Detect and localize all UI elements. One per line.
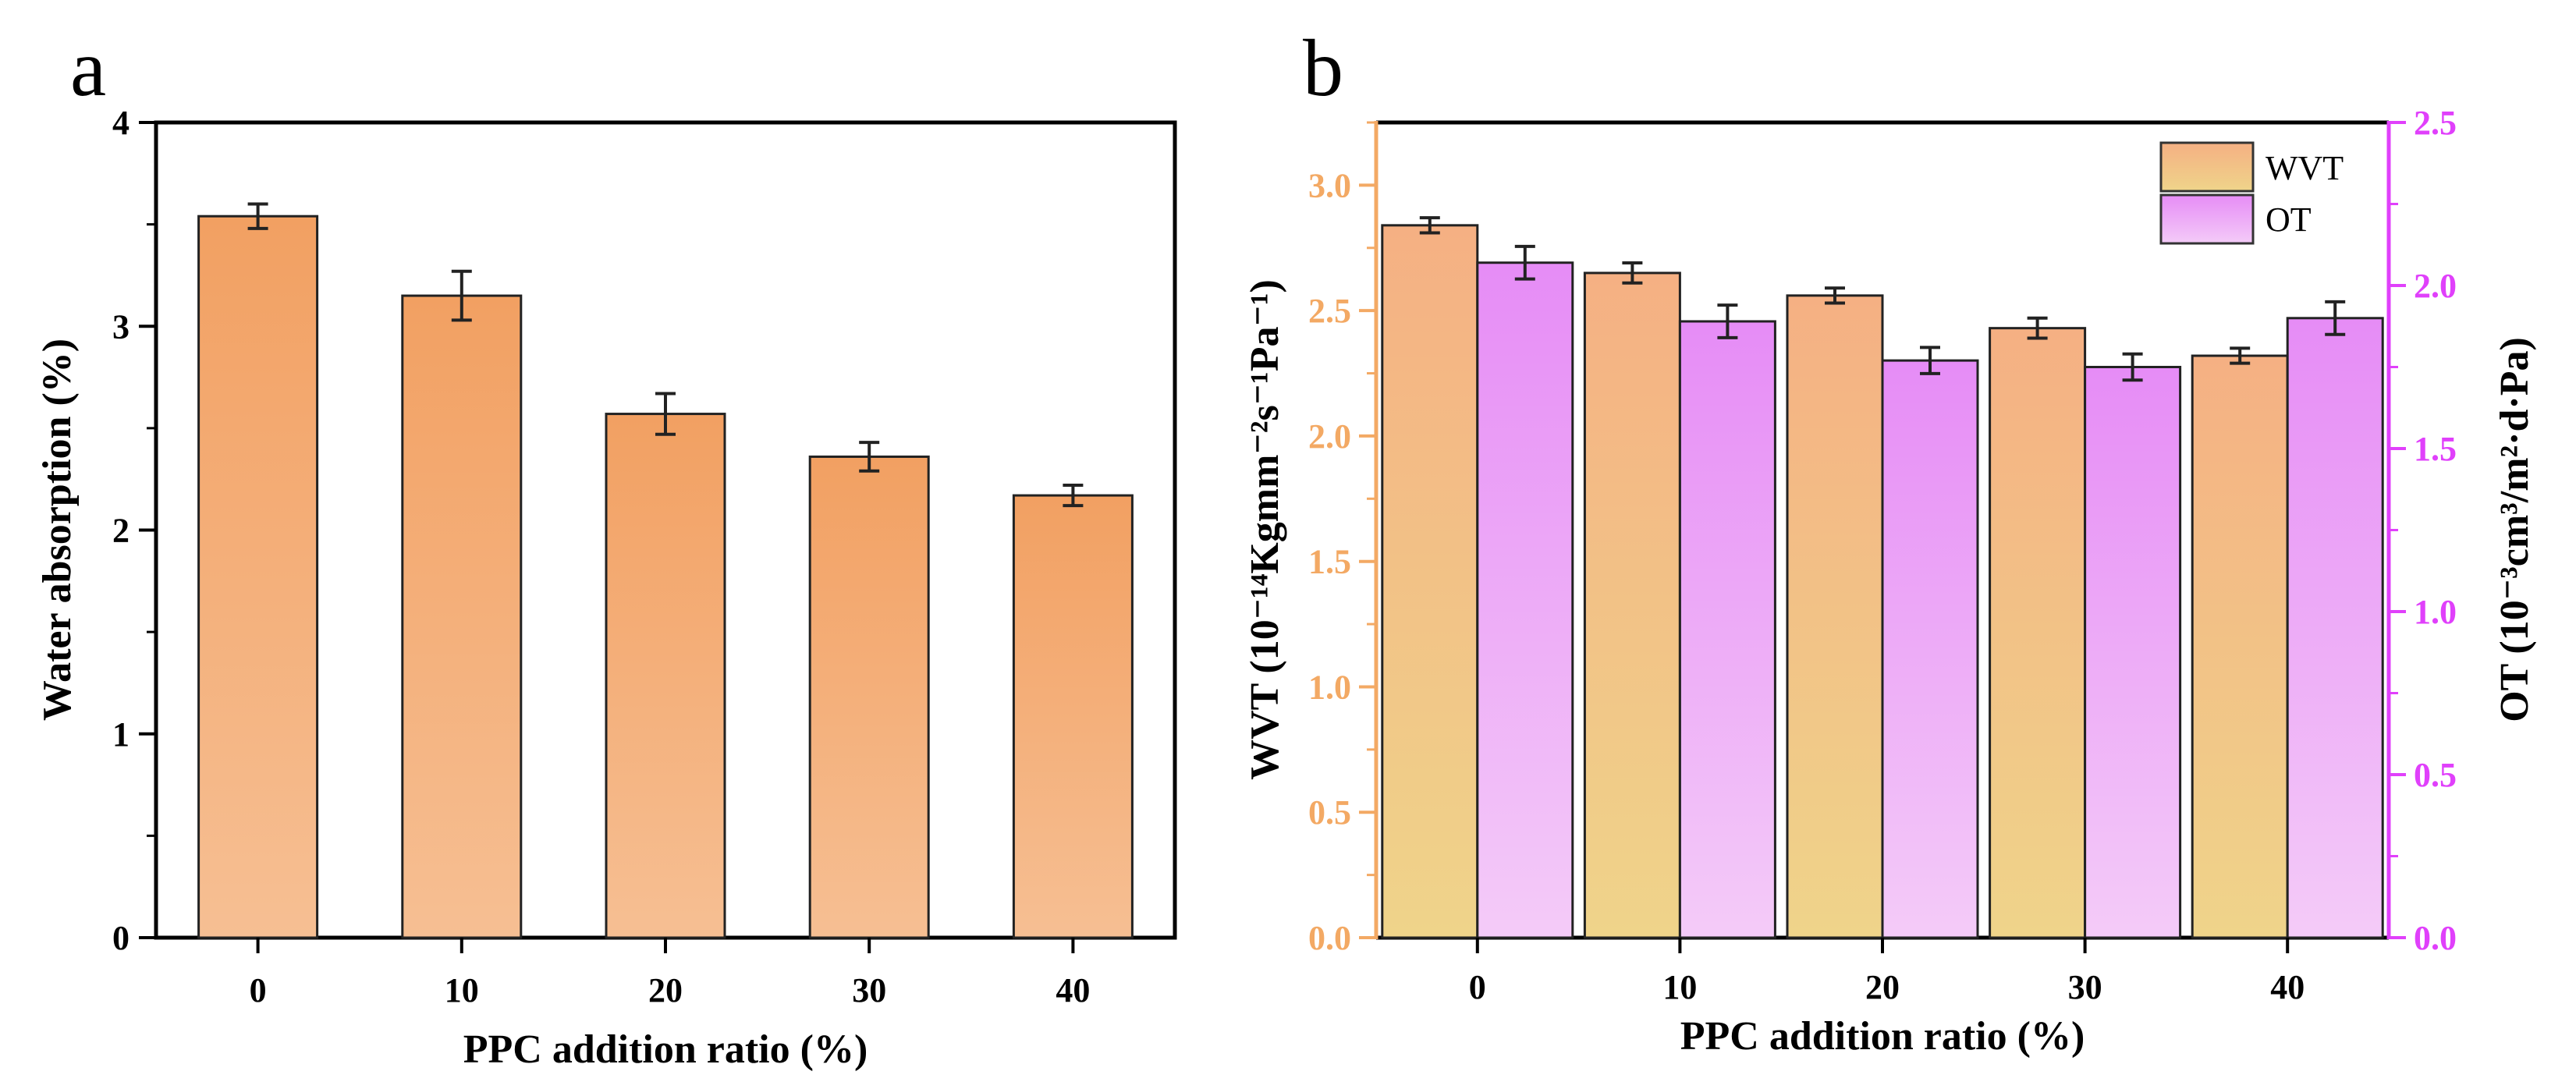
panel-b-right-y-tick-label: 0.5: [2414, 756, 2457, 794]
panel-a-bar: [808, 455, 930, 939]
panel-a-bar: [401, 294, 523, 939]
panel-b-left-y-tick-label: 0.5: [1308, 793, 1351, 832]
panel-a-error-bar: [247, 202, 268, 230]
panel-b-wvt-bar: [1381, 224, 1479, 939]
panel-b-wvt-error-bar: [2230, 346, 2251, 365]
panel-b-ot-bar: [1476, 261, 1574, 939]
panel-a-x-tick-label: 20: [648, 971, 683, 1009]
panel-a-y-axis: 0 1 2 3 4: [112, 104, 156, 957]
legend-wvt-swatch: [2159, 141, 2255, 193]
panel-a-x-axis: 0 10 20 30 40: [250, 938, 1090, 1009]
panel-b-x-tick-label: 0: [1469, 968, 1486, 1006]
panel-b-x-tick-label: 30: [2068, 968, 2102, 1006]
panel-a-y-tick-label: 3: [112, 307, 130, 346]
panel-b-wvt-bar: [1583, 271, 1681, 939]
panel-a-letter: a: [70, 23, 106, 113]
panel-a-error-bar: [859, 441, 880, 473]
panel-b-wvt-error-bar: [2027, 316, 2048, 340]
panel-a-y-tick-label: 2: [112, 512, 130, 550]
panel-b-ot-error-bar: [1717, 303, 1738, 339]
panel-b-right-y-axis-label: OT (10⁻³cm³/m²·d·Pa): [2493, 337, 2537, 722]
panel-a-bar: [197, 215, 319, 939]
panel-b-x-axis-label: PPC addition ratio (%): [1680, 1014, 2085, 1059]
panel-b-left-y-tick-label: 1.0: [1308, 668, 1351, 706]
panel-b-left-y-tick-label: 3.0: [1308, 166, 1351, 204]
panel-b-letter: b: [1303, 23, 1343, 113]
panel-a-x-tick-label: 40: [1056, 971, 1090, 1009]
panel-b-left-y-tick-label: 2.5: [1308, 292, 1351, 330]
panel-b-ot-error-bar: [2122, 352, 2143, 382]
panel-b-legend: WVT OT: [2159, 141, 2344, 245]
panel-a-bars: [197, 202, 1134, 939]
panel-a-x-tick-label: 30: [852, 971, 886, 1009]
panel-a-y-axis-label: Water absorption (%): [35, 339, 80, 721]
panel-b-wvt-bar: [1786, 294, 1884, 939]
panel-b-right-y-tick-label: 1.0: [2414, 593, 2457, 631]
panel-b-wvt-error-bar: [1622, 261, 1643, 285]
panel-a-error-bar: [451, 269, 472, 322]
panel-b-right-y-tick-label: 2.0: [2414, 267, 2457, 305]
panel-b-ot-bar: [2084, 366, 2182, 939]
panel-b-right-y-axis: 0.0 0.5 1.0 1.5 2.0 2.5: [2389, 104, 2457, 957]
panel-a-y-tick-label: 0: [112, 919, 130, 957]
panel-a-y-tick-label: 4: [112, 104, 130, 142]
panel-a-bar: [1012, 494, 1134, 939]
panel-a-chart: 0 1 2 3 4 0 10 20 30 40 PPC addition ratio (%) W…: [35, 104, 1177, 1072]
panel-b-ot-error-bar: [1514, 244, 1535, 281]
panel-a-error-bar: [1063, 484, 1084, 508]
panel-b-bars: [1381, 216, 2384, 939]
panel-b-x-tick-label: 40: [2270, 968, 2305, 1006]
panel-a-x-tick-label: 0: [250, 971, 267, 1009]
panel-b-wvt-error-bar: [1825, 286, 1845, 305]
legend-ot-label: OT: [2266, 200, 2312, 239]
panel-b-left-y-tick-label: 1.5: [1308, 543, 1351, 581]
panel-b-right-y-tick-label: 1.5: [2414, 430, 2457, 468]
panel-a-error-bar: [655, 392, 676, 436]
panel-a-y-tick-label: 1: [112, 715, 130, 754]
panel-b-ot-error-bar: [2325, 300, 2346, 336]
panel-b-x-tick-label: 10: [1662, 968, 1697, 1006]
legend-ot-swatch: [2159, 193, 2255, 245]
panel-b-ot-bar: [1678, 320, 1776, 939]
panel-b-wvt-bar: [2191, 354, 2289, 939]
panel-b-left-y-axis-label: WVT (10⁻¹⁴Kgmm⁻²s⁻¹Pa⁻¹): [1243, 279, 1287, 780]
panel-b-left-y-tick-label: 0.0: [1308, 919, 1351, 957]
panel-b-x-tick-label: 20: [1865, 968, 1900, 1006]
panel-b-x-axis: 0 10 20 30 40: [1469, 938, 2305, 1006]
panel-a-x-axis-label: PPC addition ratio (%): [463, 1027, 868, 1072]
panel-b-chart: 0.0 0.5 1.0 1.5 2.0 2.5 3.0 0.0 0.5 1.0 1.5 2.0 2.5…: [1243, 104, 2537, 1059]
panel-b-left-y-axis: 0.0 0.5 1.0 1.5 2.0 2.5 3.0: [1308, 121, 1376, 957]
panel-b-ot-error-bar: [1920, 346, 1940, 375]
panel-b-ot-bar: [2286, 317, 2384, 939]
panel-b-right-y-tick-label: 0.0: [2414, 919, 2457, 957]
legend-wvt-label: WVT: [2266, 149, 2344, 187]
panel-b-wvt-bar: [1989, 327, 2087, 939]
panel-b-wvt-error-bar: [1419, 216, 1440, 235]
panel-a-x-tick-label: 10: [445, 971, 479, 1009]
panel-b-ot-bar: [1881, 359, 1979, 939]
panel-a-bar: [605, 413, 726, 939]
panel-b-left-y-tick-label: 2.0: [1308, 417, 1351, 456]
panel-b-right-y-tick-label: 2.5: [2414, 104, 2457, 142]
